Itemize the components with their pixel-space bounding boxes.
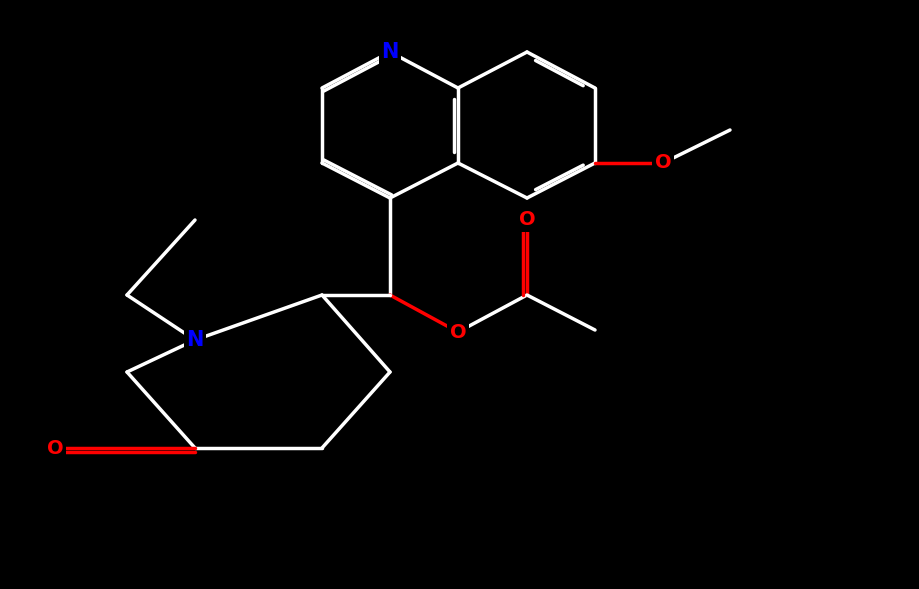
Text: O: O bbox=[518, 210, 535, 230]
Text: N: N bbox=[381, 42, 399, 62]
Text: O: O bbox=[449, 323, 466, 342]
Text: O: O bbox=[654, 154, 671, 173]
Text: O: O bbox=[47, 438, 63, 458]
Text: N: N bbox=[187, 330, 204, 350]
